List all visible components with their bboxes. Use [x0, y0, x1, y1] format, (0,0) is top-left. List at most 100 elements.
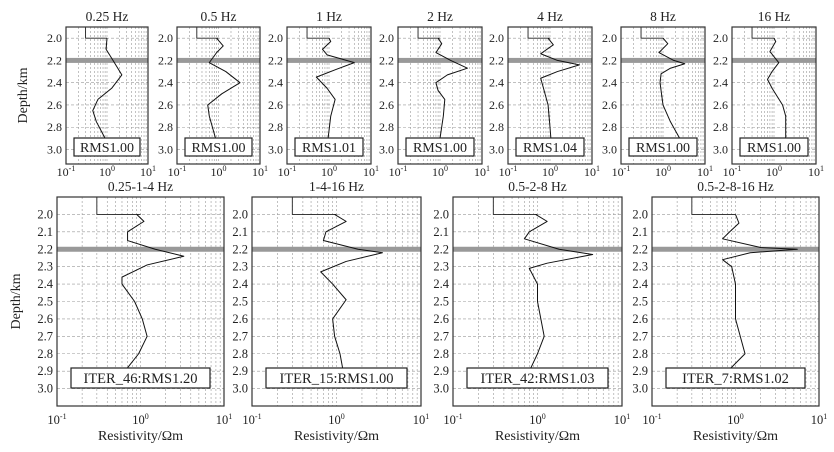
y-tick-label: 2.6 [47, 98, 62, 112]
y-tick-label: 3.0 [232, 382, 248, 396]
resistivity-curve [315, 37, 355, 139]
x-tick-label: 101 [363, 164, 379, 179]
x-tick-label: 100 [542, 164, 558, 179]
y-tick-label: 2.4 [268, 76, 283, 90]
reference-band [287, 57, 371, 63]
plot-frame [620, 26, 706, 165]
y-tick-label: 2.9 [232, 364, 248, 378]
plot-frame [452, 196, 623, 407]
y-tick-label: 2.6 [602, 98, 617, 112]
y-tick-label: 2.5 [232, 295, 248, 309]
reference-band [508, 57, 592, 63]
panel-0-5-hz: 2.0 2.2 2.4 2.6 2.8 3.0 RMS1.00 0.5 Hz 10-1 100 10… [158, 9, 268, 179]
panel-title: 0.25 Hz [86, 9, 129, 24]
x-tick-label: 10-1 [57, 164, 76, 179]
y-tick-label: 2.3 [37, 260, 53, 274]
y-tick-label: 2.0 [37, 207, 53, 221]
y-tick-label: 3.0 [433, 382, 449, 396]
y-tick-label: 3.0 [632, 382, 648, 396]
reference-band [621, 57, 705, 63]
panel-title: 4 Hz [537, 9, 563, 24]
y-tick-label: 2.4 [713, 76, 728, 90]
y-tick-label: 2.7 [37, 329, 53, 343]
y-tick-label: 2.2 [602, 53, 617, 67]
x-axis-label: Resistivity/Ωm [693, 429, 778, 444]
initial-model-line [417, 27, 440, 39]
rms-label-box [70, 367, 211, 389]
panel-title: 8 Hz [650, 9, 676, 24]
panel-0-25-1-4-hz: 2.0 2.1 2.2 2.3 2.4 2.5 2.6 2.7 2.8 2.9 3.0 ITER_46… [9, 179, 232, 444]
y-tick-label: 2.4 [37, 277, 53, 291]
x-tick-label: 101 [216, 412, 233, 427]
initial-model-line [492, 197, 538, 215]
y-tick-label: 2.2 [232, 242, 248, 256]
x-tick-label: 101 [252, 164, 268, 179]
y-tick-label: 2.1 [37, 225, 53, 239]
x-tick-label: 100 [211, 164, 227, 179]
y-tick-label: 2.4 [232, 277, 248, 291]
rms-label-box [294, 137, 364, 157]
panel-title: 0.5 Hz [201, 9, 237, 24]
panel-1-hz: 2.0 2.2 2.4 2.6 2.8 3.0 RMS1.01 1 Hz 10-1 100 101 [268, 9, 379, 179]
resistivity-curve [320, 213, 383, 377]
x-tick-label: 101 [413, 412, 430, 427]
y-tick-label: 2.1 [232, 225, 248, 239]
x-tick-label: 100 [132, 412, 149, 427]
reference-band [453, 246, 622, 252]
y-tick-label: 2.1 [632, 225, 648, 239]
rms-label-box [466, 367, 609, 389]
panel-8-hz: 2.0 2.2 2.4 2.6 2.8 3.0 RMS1.00 8 Hz 10-1 100 101 [602, 9, 713, 179]
y-tick-label: 2.8 [433, 347, 449, 361]
y-tick-label: 2.9 [632, 364, 648, 378]
x-tick-label: 100 [655, 164, 671, 179]
panel-title: 2 Hz [427, 9, 453, 24]
initial-model-line [691, 197, 736, 215]
x-tick-label: 10-1 [443, 412, 462, 427]
y-tick-label: 2.4 [602, 76, 617, 90]
plot-frame [56, 196, 225, 407]
y-tick-label: 3.0 [489, 143, 504, 157]
plot-frame [507, 26, 593, 165]
reference-band [252, 246, 421, 252]
y-tick-label: 2.5 [37, 295, 53, 309]
x-tick-label: 10-1 [499, 164, 518, 179]
y-tick-label: 2.4 [379, 76, 394, 90]
x-axis-label: Resistivity/Ωm [294, 429, 379, 444]
resistivity-curve [658, 37, 686, 139]
initial-model-line [640, 27, 663, 39]
y-tick-label: 2.0 [433, 207, 449, 221]
y-tick-label: 2.0 [602, 31, 617, 45]
rms-label-box [184, 137, 253, 157]
y-tick-label: 2.7 [232, 329, 248, 343]
y-tick-label: 2.4 [433, 277, 449, 291]
y-tick-label: 2.3 [433, 260, 449, 274]
plot-frame [397, 26, 483, 165]
rms-label-box [405, 137, 475, 157]
panel-16-hz: 2.0 2.2 2.4 2.6 2.8 3.0 RMS1.00 16 Hz 10-1 100 101 [713, 9, 824, 179]
y-tick-label: 2.8 [37, 347, 53, 361]
y-axis-label: Depth/km [9, 273, 24, 329]
y-tick-label: 2.2 [268, 53, 283, 67]
reference-band [177, 57, 260, 63]
y-tick-label: 3.0 [37, 382, 53, 396]
panel-title: 16 Hz [758, 9, 791, 24]
resistivity-curve [766, 37, 787, 139]
x-tick-label: 101 [697, 164, 713, 179]
resistivity-curve [540, 37, 580, 139]
x-axis-label: Resistivity/Ωm [495, 429, 580, 444]
panel-4-hz: 2.0 2.2 2.4 2.6 2.8 3.0 RMS1.04 4 Hz 10-1 100 101 [489, 9, 600, 179]
y-tick-label: 2.8 [602, 120, 617, 134]
rms-label: RMS1.00 [191, 141, 245, 156]
y-tick-label: 2.7 [433, 329, 449, 343]
resistivity-curve [207, 37, 241, 139]
x-tick-label: 100 [529, 412, 546, 427]
y-tick-label: 2.2 [433, 242, 449, 256]
reference-band [732, 57, 816, 63]
y-tick-label: 3.0 [602, 143, 617, 157]
panel-0-25-hz: 2.0 2.2 2.4 2.6 2.8 3.0 RMS1.00 0.25 Hz 10-1 100 1… [16, 9, 156, 179]
reference-band [66, 57, 148, 63]
initial-model-line [291, 197, 337, 215]
panel-title: 1-4-16 Hz [309, 179, 364, 194]
rms-label-box [265, 367, 408, 389]
